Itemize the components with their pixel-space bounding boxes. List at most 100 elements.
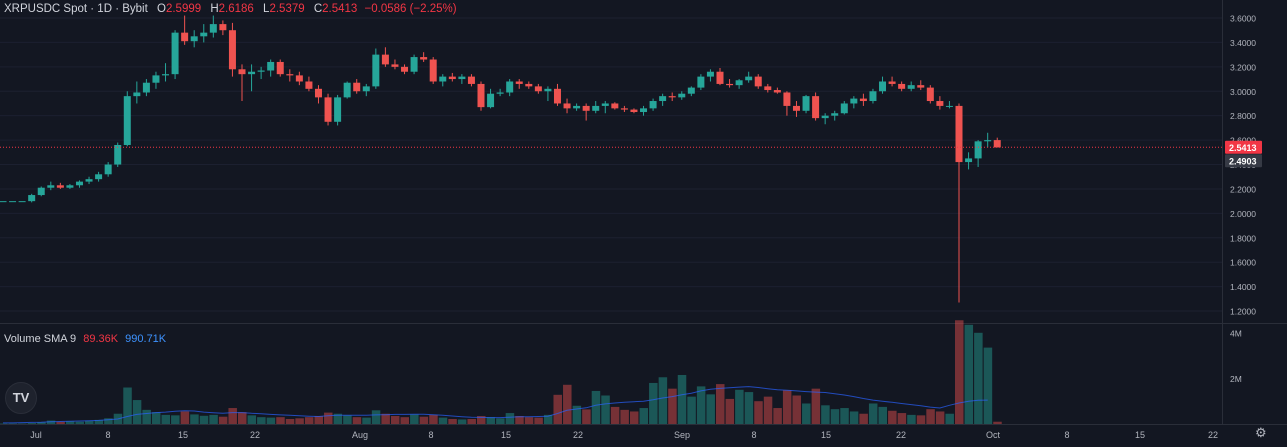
volume-bar	[371, 410, 381, 424]
candle-body	[735, 80, 743, 86]
volume-bar	[390, 416, 400, 424]
volume-bar	[821, 405, 830, 424]
candle-body	[850, 98, 858, 104]
time-tick-label: Oct	[986, 430, 1001, 440]
volume-bar	[773, 408, 782, 424]
volume-bar	[362, 417, 371, 424]
volume-value: 89.36K	[83, 333, 119, 345]
candle-body	[305, 81, 313, 89]
candle-body	[286, 74, 294, 76]
candle-body	[687, 87, 695, 94]
candle-body	[276, 61, 284, 75]
time-tick-label: 22	[1208, 430, 1218, 440]
volume-bar	[888, 410, 897, 424]
candle-body	[611, 103, 619, 109]
volume-bar	[56, 421, 65, 424]
volume-bar	[974, 332, 983, 424]
volume-bar	[209, 414, 218, 424]
candle-body	[917, 85, 925, 88]
candle-body	[773, 90, 781, 93]
candle-body	[219, 24, 227, 31]
change-value: −0.0586 (−2.25%)	[364, 3, 457, 15]
volume-bar	[515, 416, 524, 424]
price-tick-label: 2.6000	[1230, 136, 1256, 146]
candle-body	[974, 141, 982, 159]
volume-bar	[983, 347, 993, 424]
volume-bar	[486, 417, 496, 424]
volume-bar	[419, 416, 429, 424]
volume-bar	[132, 400, 142, 424]
volume-bar	[524, 417, 534, 424]
time-tick-label: 22	[250, 430, 260, 440]
candle-body	[601, 103, 609, 106]
volume-bar	[945, 413, 954, 424]
candle-body	[228, 30, 236, 70]
volume-bar	[123, 387, 132, 424]
volume-bar	[543, 414, 553, 424]
volume-bar	[563, 384, 572, 424]
close-value: 2.5413	[322, 3, 358, 15]
volume-bar	[46, 420, 56, 424]
candle-body	[764, 86, 772, 91]
candle-body	[706, 71, 714, 77]
volume-bar	[687, 396, 696, 424]
candle-body	[620, 108, 628, 110]
volume-bar	[668, 388, 677, 424]
volume-bar	[400, 417, 410, 424]
volume-bar	[381, 413, 390, 424]
volume-bar	[811, 388, 821, 424]
candle-body	[171, 32, 179, 75]
volume-bar	[620, 409, 629, 424]
volume-bar	[448, 418, 457, 424]
candle-body	[640, 108, 648, 113]
candle-body	[448, 76, 456, 80]
volume-bar	[257, 417, 266, 424]
volume-bar	[314, 416, 323, 424]
volume-bar	[572, 405, 582, 424]
price-tick-label: 2.8000	[1230, 111, 1256, 121]
candle-body	[879, 81, 887, 92]
volume-bar	[410, 414, 419, 424]
high-value: 2.6186	[218, 3, 254, 15]
candle-body	[181, 32, 189, 42]
volume-bar	[868, 403, 878, 424]
volume-bar	[276, 417, 285, 424]
gear-icon[interactable]: ⚙	[1255, 425, 1267, 440]
time-tick-label: Sep	[674, 430, 690, 440]
candle-body	[716, 71, 724, 84]
tradingview-logo-icon[interactable]: TV	[5, 382, 37, 414]
candle-body	[649, 101, 657, 109]
volume-bar	[75, 421, 84, 424]
secondary-price-badge	[1225, 154, 1262, 168]
volume-bar	[696, 386, 706, 424]
volume-bar	[142, 409, 151, 424]
candle-body	[410, 57, 418, 72]
symbol-title[interactable]: XRPUSDC Spot · 1D · Bybit	[4, 3, 148, 15]
candle-body	[506, 81, 514, 93]
candle-body	[745, 76, 753, 81]
time-tick-label: 8	[1064, 430, 1069, 440]
candle-body	[754, 76, 762, 87]
candle-body	[238, 69, 246, 75]
volume-bar	[438, 417, 448, 424]
candle-body	[324, 97, 332, 122]
candle-body	[66, 185, 74, 188]
time-tick-label: 8	[428, 430, 433, 440]
volume-bar	[830, 409, 840, 424]
volume-legend[interactable]: Volume SMA 9 89.36K 990.71K	[4, 333, 166, 345]
candle-body	[458, 76, 466, 80]
candle-body	[0, 201, 7, 203]
volume-bar	[266, 417, 276, 424]
time-tick-label: 15	[501, 430, 511, 440]
candle-body	[353, 82, 361, 92]
volume-bar	[324, 412, 333, 424]
volume-bar	[658, 377, 668, 424]
candle-body	[200, 32, 208, 37]
volume-bar	[792, 395, 801, 424]
candle-body	[831, 113, 839, 116]
volume-bar	[782, 390, 792, 424]
volume-bar	[295, 418, 304, 424]
candle-body	[792, 105, 800, 111]
volume-bar	[457, 419, 467, 424]
